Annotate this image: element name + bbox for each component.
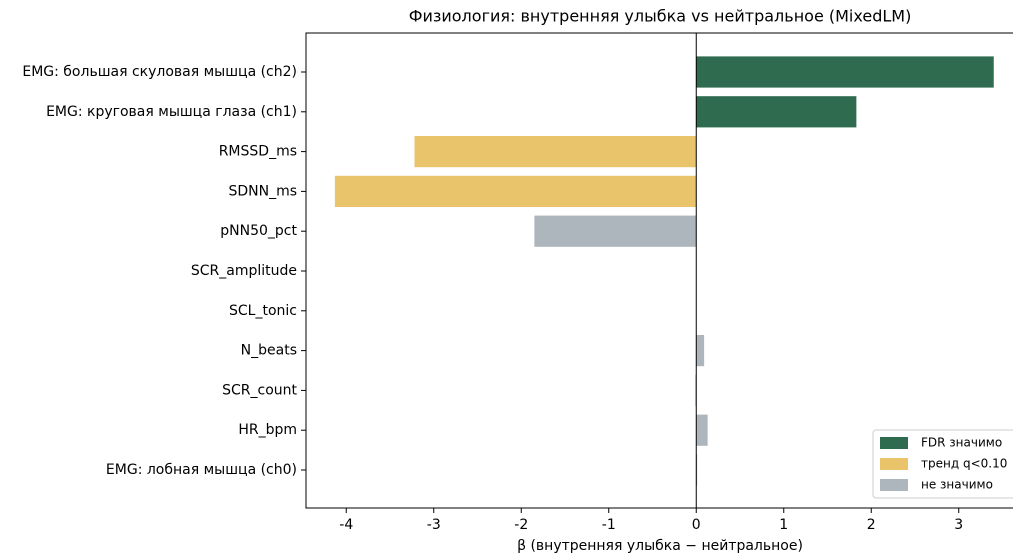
legend-label: FDR значимо	[921, 436, 1002, 450]
legend-label: тренд q<0.10	[921, 457, 1007, 471]
x-tick-label: 1	[779, 517, 788, 533]
y-tick-label: SCL_tonic	[229, 303, 297, 319]
x-tick-label: 3	[954, 517, 963, 533]
x-tick-label: 2	[867, 517, 876, 533]
y-tick-label: HR_bpm	[238, 422, 297, 438]
x-tick-label: -1	[602, 517, 616, 533]
y-tick-label: SCR_count	[222, 382, 297, 398]
bar	[696, 96, 857, 128]
chart-title: Физиология: внутренняя улыбка vs нейтрал…	[409, 7, 912, 26]
y-tick-label: N_beats	[241, 343, 297, 359]
plot-frame	[305, 32, 1013, 509]
y-tick-label: EMG: лобная мышца (ch0)	[106, 462, 297, 478]
legend-swatch	[880, 458, 908, 470]
legend-swatch	[880, 437, 908, 449]
x-tick-label: -2	[514, 517, 528, 533]
y-tick-label: SDNN_ms	[228, 183, 297, 199]
x-axis-label: β (внутренняя улыбка − нейтральное)	[517, 538, 803, 554]
y-tick-label: EMG: большая скуловая мышца (ch2)	[22, 64, 297, 80]
legend-label: не значимо	[921, 478, 993, 492]
bar	[696, 414, 708, 446]
x-tick-label: -4	[339, 517, 353, 533]
x-tick-label: 0	[692, 517, 701, 533]
bar	[696, 56, 994, 88]
bar	[414, 136, 697, 168]
y-tick-label: SCR_amplitude	[191, 263, 297, 279]
bar	[696, 335, 705, 367]
bar	[334, 175, 697, 207]
bar	[534, 215, 697, 247]
legend-swatch	[880, 479, 908, 491]
y-tick-label: pNN50_pct	[220, 223, 297, 239]
x-tick-label: -3	[427, 517, 441, 533]
y-tick-label: RMSSD_ms	[219, 144, 297, 160]
legend-box	[872, 429, 1013, 499]
y-tick-label: EMG: круговая мышца глаза (ch1)	[46, 104, 297, 120]
